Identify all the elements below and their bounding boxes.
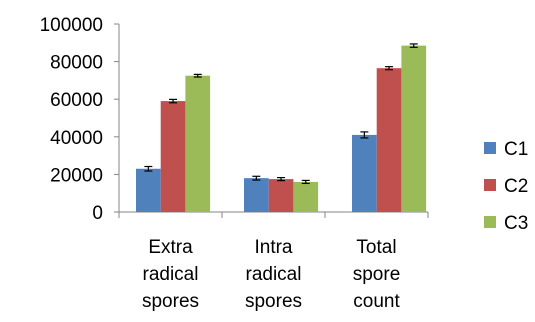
legend-label: C2 bbox=[504, 176, 528, 197]
bar bbox=[185, 75, 211, 212]
y-tick-label: 0 bbox=[92, 203, 103, 224]
x-category-label: Total spore count bbox=[353, 237, 401, 312]
legend-swatch bbox=[484, 142, 496, 154]
bar bbox=[401, 45, 427, 213]
x-axis: Extra radical spores Intra radical spores Tota… bbox=[118, 211, 429, 312]
y-tick-label: 80000 bbox=[50, 53, 103, 74]
legend-label: C3 bbox=[504, 213, 528, 234]
bar bbox=[376, 68, 402, 213]
bar bbox=[160, 101, 186, 212]
legend-swatch bbox=[484, 179, 496, 191]
y-tick-label: 100000 bbox=[40, 15, 103, 36]
x-category-label: Intra radical spores bbox=[245, 237, 302, 312]
legend: C1 C2 C3 bbox=[484, 139, 528, 234]
y-tick-label: 40000 bbox=[50, 128, 103, 149]
bars bbox=[136, 45, 427, 213]
bar bbox=[293, 181, 319, 212]
bar bbox=[352, 134, 377, 212]
legend-label: C1 bbox=[504, 139, 528, 160]
y-axis: 0 20000 40000 60000 80000 100000 bbox=[40, 15, 120, 224]
error-bars bbox=[144, 43, 418, 185]
bar bbox=[244, 178, 269, 212]
y-tick-label: 20000 bbox=[50, 165, 103, 186]
y-tick-label: 60000 bbox=[50, 90, 103, 111]
bar bbox=[268, 179, 294, 212]
legend-swatch bbox=[484, 216, 496, 228]
bar bbox=[136, 168, 161, 212]
x-category-label: Extra radical spores bbox=[142, 237, 199, 312]
